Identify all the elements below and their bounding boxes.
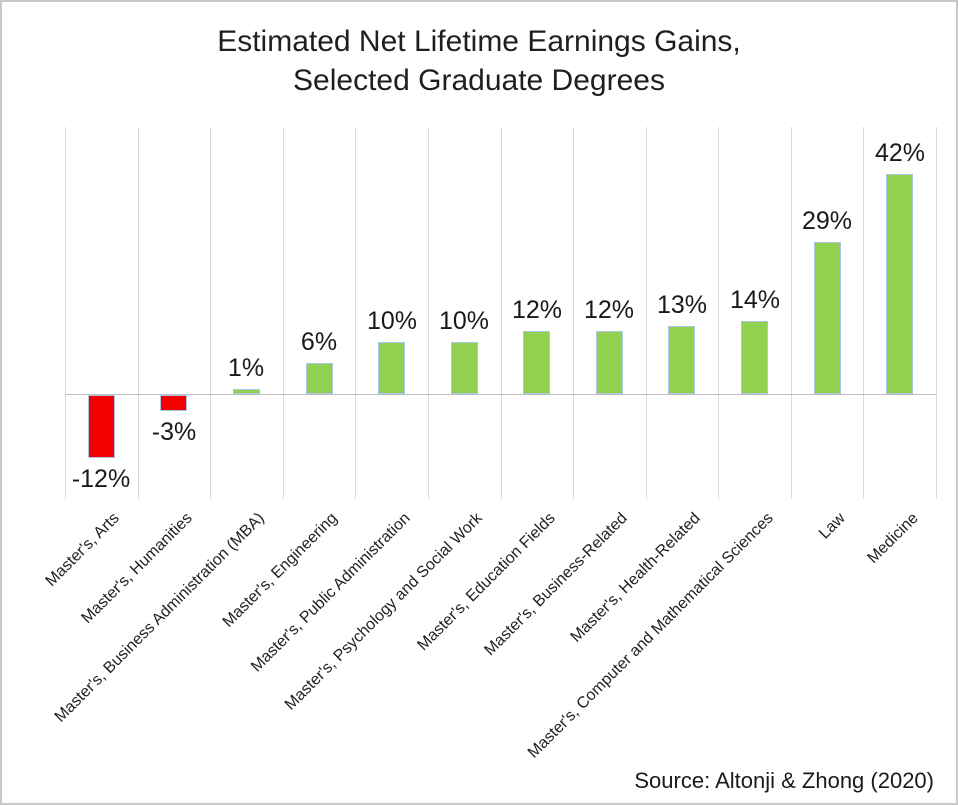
gridline [428,127,429,499]
data-label: 6% [300,328,338,356]
x-tick-label: Master's, Computer and Mathematical Scie… [524,509,777,762]
data-label: -3% [151,418,197,446]
gridline [791,127,792,499]
data-label: 13% [656,291,708,319]
bar-2 [160,395,187,411]
x-tick-label: Master's, Humanities [78,509,196,627]
bar-10 [741,321,768,394]
bar-12 [886,174,913,394]
x-tick-label: Master's, Public Administration [248,509,414,676]
data-label: -12% [71,465,131,493]
x-tick-label: Master's, Business Administration (MBA) [51,509,268,726]
x-tick-label: Master's, Health-Related [567,509,704,646]
data-label: 14% [729,286,781,314]
zero-baseline [65,394,936,395]
chart-title-line-2: Selected Graduate Degrees [293,64,665,97]
gridline [646,127,647,499]
bar-7 [523,331,550,394]
x-tick-label: Master's, Business-Related [481,509,631,660]
gridline [573,127,574,499]
bar-11 [814,242,841,394]
gridline [355,127,356,499]
x-tick-label: Master's, Education Fields [414,509,559,655]
data-label: 10% [366,307,418,335]
x-tick-label: Master's, Engineering [219,509,341,631]
bar-1 [88,395,115,458]
data-label: 29% [801,207,853,235]
data-label: 12% [511,296,563,324]
x-tick-label: Master's, Psychology and Social Work [281,509,486,714]
chart-title-line-1: Estimated Net Lifetime Earnings Gains, [217,25,741,58]
gridline [718,127,719,499]
bar-9 [668,326,695,394]
gridline [501,127,502,499]
data-label: 10% [438,307,490,335]
bar-3 [233,389,260,394]
gridline [283,127,284,499]
x-tick-label: Medicine [864,509,922,568]
source-note: Source: Altonji & Zhong (2020) [634,768,934,793]
data-label: 12% [583,296,635,324]
bar-5 [378,342,405,394]
data-label: 42% [874,139,926,167]
gridline [138,127,139,499]
bar-8 [596,331,623,394]
chart-title: Estimated Net Lifetime Earnings Gains, S… [2,22,956,100]
gridline [65,127,66,499]
bar-4 [306,363,333,394]
gridline [863,127,864,499]
data-label: 1% [227,354,265,382]
x-tick-label: Law [815,509,849,543]
gridline [936,127,937,499]
gridline [210,127,211,499]
bar-6 [451,342,478,394]
plot-area: -12% -3% 1% 6% 10% 10% 12% 12% 13% 14% 29% 42% [65,127,937,499]
x-tick-label: Master's, Arts [42,509,123,590]
